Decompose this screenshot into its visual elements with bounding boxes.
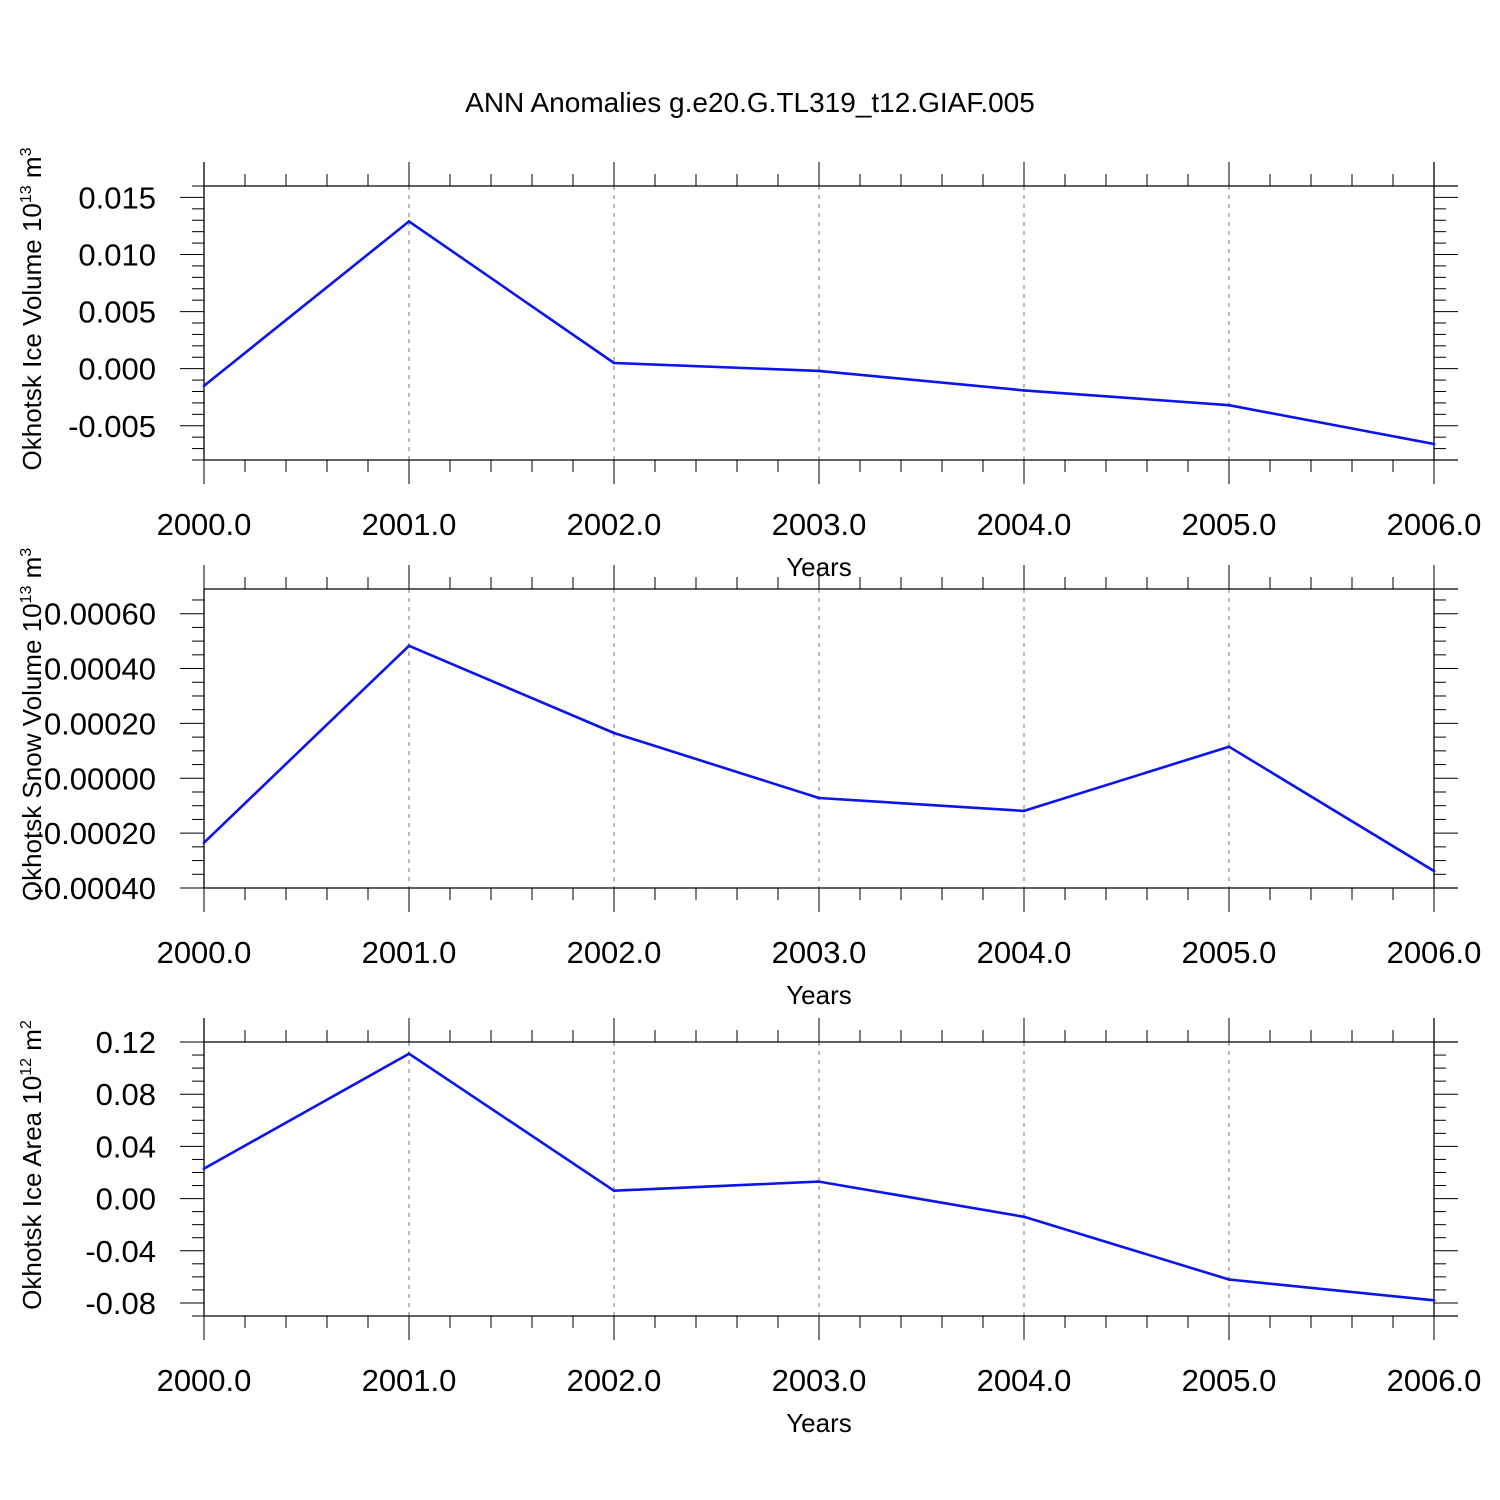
data-point — [1022, 388, 1026, 392]
data-point — [202, 384, 206, 388]
y-tick-label: -0.00040 — [34, 871, 156, 906]
data-point — [1432, 1298, 1436, 1302]
x-tick-label: 2005.0 — [1182, 507, 1277, 542]
x-axis-label: Years — [786, 980, 852, 1010]
x-tick-label: 2000.0 — [157, 507, 252, 542]
data-point — [407, 219, 411, 223]
y-axis-label: Okhotsk Snow Volume 1013 m3 — [17, 548, 47, 901]
y-tick-label: -0.005 — [68, 409, 156, 444]
data-point — [1432, 442, 1436, 446]
data-point — [407, 644, 411, 648]
data-point — [1432, 869, 1436, 873]
x-tick-label: 2005.0 — [1182, 1363, 1277, 1398]
y-tick-label: 0.005 — [78, 295, 156, 330]
x-tick-label: 2003.0 — [772, 935, 867, 970]
data-point — [817, 796, 821, 800]
y-tick-label: 0.00000 — [44, 761, 156, 796]
data-point — [817, 1180, 821, 1184]
data-point — [202, 1167, 206, 1170]
y-tick-label: 0.12 — [96, 1025, 156, 1060]
y-tick-label: 0.00060 — [44, 597, 156, 632]
y-tick-label: 0.08 — [96, 1077, 156, 1112]
data-point — [1227, 403, 1231, 407]
x-tick-label: 2005.0 — [1182, 935, 1277, 970]
x-tick-label: 2001.0 — [362, 507, 457, 542]
y-tick-label: 0.000 — [78, 352, 156, 387]
y-tick-label: 0.00020 — [44, 706, 156, 741]
x-tick-label: 2004.0 — [977, 1363, 1072, 1398]
x-tick-label: 2002.0 — [567, 935, 662, 970]
x-tick-label: 2000.0 — [157, 935, 252, 970]
x-tick-label: 2004.0 — [977, 507, 1072, 542]
data-point — [407, 1052, 411, 1056]
data-point — [612, 1189, 616, 1193]
figure-title: ANN Anomalies g.e20.G.TL319_t12.GIAF.005 — [465, 87, 1035, 118]
data-point — [1022, 1215, 1026, 1219]
y-axis-label-unit: m — [17, 1029, 47, 1058]
x-tick-label: 2003.0 — [772, 1363, 867, 1398]
data-point — [202, 841, 206, 845]
x-tick-label: 2006.0 — [1387, 935, 1482, 970]
y-axis-label-exponent: 13 — [18, 586, 35, 604]
y-axis-label-text: Okhotsk Snow Volume 10 — [17, 603, 47, 901]
x-tick-label: 2002.0 — [567, 507, 662, 542]
y-axis-label-unit: m — [17, 557, 47, 586]
data-point — [612, 731, 616, 735]
y-tick-label: 0.015 — [78, 180, 156, 215]
y-axis-label-exponent: 13 — [18, 185, 35, 203]
x-tick-label: 2001.0 — [362, 935, 457, 970]
data-point — [1022, 809, 1026, 813]
y-tick-label: -0.04 — [85, 1234, 156, 1269]
x-tick-label: 2006.0 — [1387, 507, 1482, 542]
y-axis-label-unit-exponent: 2 — [18, 1020, 35, 1029]
y-tick-label: 0.00040 — [44, 652, 156, 687]
data-point — [1227, 1278, 1231, 1281]
y-tick-label: -0.08 — [85, 1286, 156, 1321]
y-axis-label: Okhotsk Ice Area 1012 m2 — [17, 1020, 47, 1310]
y-axis-label-unit-exponent: 3 — [18, 548, 35, 557]
y-axis-label-unit: m — [17, 156, 47, 185]
x-tick-label: 2001.0 — [362, 1363, 457, 1398]
y-axis-label: Okhotsk Ice Volume 1013 m3 — [17, 147, 47, 470]
x-tick-label: 2003.0 — [772, 507, 867, 542]
y-tick-label: 0.010 — [78, 238, 156, 273]
data-point — [817, 369, 821, 373]
data-point — [1227, 745, 1231, 749]
x-tick-label: 2000.0 — [157, 1363, 252, 1398]
x-tick-label: 2004.0 — [977, 935, 1072, 970]
y-tick-label: -0.00020 — [34, 816, 156, 851]
chart-panel-1: -0.005 0.000 0.005 0.010 0.015 2000.0 2001.0 20… — [17, 147, 1481, 582]
y-axis-label-text: Okhotsk Ice Volume 10 — [17, 203, 47, 470]
x-axis-label: Years — [786, 1408, 852, 1438]
chart-panel-2: -0.00040 -0.00020 0.00000 0.00020 0.00040 0.0… — [17, 548, 1481, 1010]
data-point — [612, 361, 616, 365]
x-tick-label: 2002.0 — [567, 1363, 662, 1398]
chart-panel-3: -0.08 -0.04 0.00 0.04 0.08 0.12 2000.0 2001.0 20… — [17, 1018, 1481, 1438]
x-tick-label: 2006.0 — [1387, 1363, 1482, 1398]
y-axis-label-unit-exponent: 3 — [18, 147, 35, 156]
y-axis-label-text: Okhotsk Ice Area 10 — [17, 1076, 47, 1310]
y-axis-label-exponent: 12 — [18, 1058, 35, 1076]
y-tick-label: 0.04 — [96, 1129, 156, 1164]
y-tick-label: 0.00 — [96, 1182, 156, 1217]
